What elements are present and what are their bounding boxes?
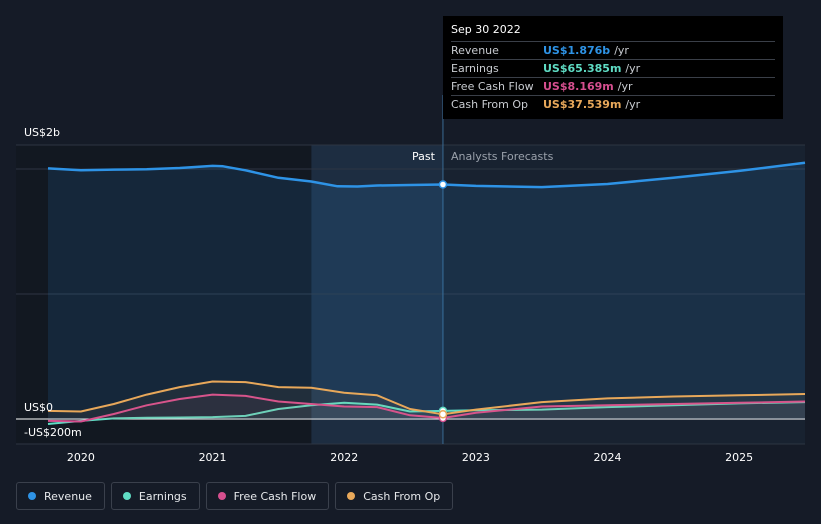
legend-dot-icon	[347, 492, 356, 500]
x-tick-label: 2022	[330, 451, 358, 464]
free-cash-flow-line	[47, 393, 806, 423]
tooltip-date: Sep 30 2022	[451, 23, 521, 36]
x-tick-label: 2020	[67, 451, 95, 464]
legend-item-earnings[interactable]: Earnings	[110, 482, 200, 510]
tooltip-row-free-cash-flow: Free Cash Flow US$8.169m /yr	[451, 77, 775, 95]
tooltip-unit: /yr	[625, 62, 641, 75]
x-tick-label: 2025	[725, 451, 753, 464]
tooltip-label: Free Cash Flow	[451, 80, 534, 93]
forecast-label: Analysts Forecasts	[451, 150, 554, 163]
tooltip-label: Cash From Op	[451, 98, 529, 111]
revenue-line	[47, 161, 806, 189]
cash-from-op-area	[48, 381, 805, 419]
x-tick-label: 2021	[199, 451, 227, 464]
x-tick-label: 2023	[462, 451, 490, 464]
tooltip-unit: /yr	[625, 98, 641, 111]
free-cash-flow-area	[48, 394, 805, 422]
y-label-top: US$2b	[24, 126, 60, 139]
y-label-zero: US$0	[24, 401, 53, 414]
legend-item-cash-from-op[interactable]: Cash From Op	[335, 482, 454, 510]
earnings-line	[47, 401, 806, 425]
x-tick-label: 2024	[594, 451, 622, 464]
tooltip-row-cash-from-op: Cash From Op US$37.539m /yr	[451, 95, 775, 113]
cash-from-op-line	[47, 380, 806, 416]
tooltip-label: Revenue	[451, 44, 499, 57]
chart-plot: US$2b US$0 -US$200m Past Analysts Forecasts 2…	[16, 95, 806, 464]
legend-label: Revenue	[44, 489, 92, 503]
y-label-bottom: -US$200m	[24, 426, 82, 439]
legend-item-revenue[interactable]: Revenue	[16, 482, 105, 510]
tooltip-value: US$65.385m	[543, 62, 622, 75]
tooltip-row-earnings: Earnings US$65.385m /yr	[451, 59, 775, 77]
legend-label: Cash From Op	[363, 489, 441, 503]
revenue-point	[438, 180, 448, 189]
legend-dot-icon	[217, 492, 226, 500]
legend-item-free-cash-flow[interactable]: Free Cash Flow	[205, 482, 330, 510]
tooltip: Sep 30 2022 Revenue US$1.876b /yr Earnin…	[443, 16, 783, 119]
legend-label: Free Cash Flow	[233, 489, 317, 503]
tooltip-label: Earnings	[451, 62, 499, 75]
legend-dot-icon	[122, 492, 131, 500]
tooltip-unit: /yr	[617, 80, 633, 93]
tooltip-value: US$1.876b	[543, 44, 611, 57]
past-label: Past	[412, 150, 436, 163]
legend-dot-icon	[28, 492, 36, 500]
legend-label: Earnings	[138, 489, 187, 503]
tooltip-value: US$8.169m	[543, 80, 614, 93]
revenue-area	[48, 162, 805, 420]
tooltip-unit: /yr	[614, 44, 629, 57]
tooltip-row-revenue: Revenue US$1.876b /yr	[451, 41, 775, 59]
cash-from-op-point	[438, 410, 448, 419]
tooltip-value: US$37.539m	[543, 98, 622, 111]
legend: Revenue Earnings Free Cash Flow Cash Fro…	[16, 482, 454, 510]
